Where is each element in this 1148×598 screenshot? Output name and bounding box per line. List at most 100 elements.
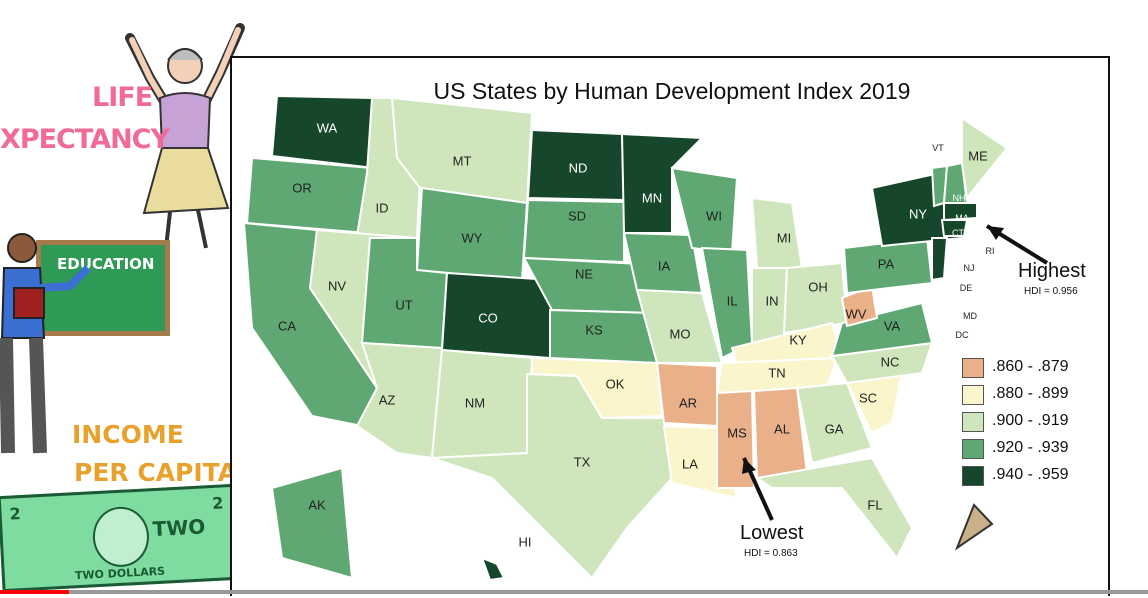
legend-label: .860 - .879 xyxy=(992,358,1069,375)
legend-swatch xyxy=(962,358,984,378)
state-label-nd: ND xyxy=(568,160,588,176)
state-label-al: AL xyxy=(774,421,790,437)
state-GA xyxy=(795,381,874,465)
bill-corner-right: 2 xyxy=(211,493,224,514)
state-label-ks: KS xyxy=(585,322,603,338)
state-label-ak: AK xyxy=(308,497,326,513)
state-label-sc: SC xyxy=(858,390,878,406)
state-label-ca: CA xyxy=(277,318,297,334)
legend-swatch xyxy=(962,385,984,405)
state-MN xyxy=(620,132,705,234)
per-capita-label: PER CAPITA xyxy=(74,458,238,487)
video-progress-track[interactable] xyxy=(0,590,1148,594)
state-label-in: IN xyxy=(765,293,779,309)
state-label-mt: MT xyxy=(452,153,472,169)
state-label-wy: WY xyxy=(461,230,483,246)
state-AR xyxy=(655,361,718,428)
state-label-nm: NM xyxy=(464,395,486,411)
state-label-md: MD xyxy=(963,311,977,321)
state-label-hi: HI xyxy=(518,534,532,550)
state-label-ga: GA xyxy=(824,421,844,437)
legend-swatch xyxy=(962,466,984,486)
state-label-il: IL xyxy=(726,293,738,309)
legend-row: .920 - .939 xyxy=(962,437,1102,461)
state-label-ri: RI xyxy=(985,246,995,256)
state-label-sd: SD xyxy=(567,208,587,224)
state-CT xyxy=(940,219,969,237)
legend-row: .880 - .899 xyxy=(962,383,1102,407)
state-VA xyxy=(830,301,934,358)
state-ME xyxy=(961,116,1009,201)
legend-label: .920 - .939 xyxy=(992,439,1069,456)
portrait-icon xyxy=(91,505,151,569)
state-label-tn: TN xyxy=(768,365,786,381)
legend-swatch xyxy=(962,412,984,432)
bill-two-label: TWO xyxy=(151,514,206,542)
life-expectancy-label: XPECTANCY xyxy=(0,124,170,155)
state-label-va: VA xyxy=(883,318,901,334)
state-OR xyxy=(245,156,374,235)
state-SD xyxy=(522,198,625,264)
state-label-tx: TX xyxy=(573,454,591,470)
state-MA xyxy=(943,202,978,222)
legend-row: .900 - .919 xyxy=(962,410,1102,434)
state-label-nh: NH xyxy=(952,193,966,203)
state-HI xyxy=(480,556,506,582)
state-OH xyxy=(782,261,849,335)
legend-label: .900 - .919 xyxy=(992,412,1069,429)
state-label-ar: AR xyxy=(678,395,698,411)
elderly-woman-illustration xyxy=(125,23,245,249)
state-label-de: DE xyxy=(959,283,973,293)
state-label-wa: WA xyxy=(316,120,338,136)
state-AK xyxy=(270,466,354,580)
state-FL xyxy=(754,456,914,560)
state-label-ma: MA xyxy=(955,213,969,223)
lowest-hdi: HDI = 0.863 xyxy=(744,548,798,559)
state-label-mi: MI xyxy=(776,230,792,246)
state-label-ct: CT xyxy=(952,228,964,238)
highest-hdi: HDI = 0.956 xyxy=(1024,286,1078,297)
state-label-nj: NJ xyxy=(963,263,975,273)
state-label-or: OR xyxy=(292,180,312,196)
state-AZ xyxy=(355,341,444,460)
state-label-wv: WV xyxy=(845,306,867,322)
state-label-wi: WI xyxy=(706,208,722,224)
legend-row: .860 - .879 xyxy=(962,356,1102,380)
state-label-az: AZ xyxy=(378,392,396,408)
state-label-dc: DC xyxy=(955,330,969,340)
state-label-ms: MS xyxy=(727,425,747,441)
legend-row: .940 - .959 xyxy=(962,464,1102,488)
us-map-shapes xyxy=(242,94,1049,582)
state-label-ut: UT xyxy=(395,297,413,313)
state-TX xyxy=(431,372,674,580)
lowest-label: Lowest xyxy=(740,522,804,544)
state-label-id: ID xyxy=(375,200,389,216)
state-label-nv: NV xyxy=(327,278,347,294)
state-label-ne: NE xyxy=(574,266,594,282)
video-progress-fill xyxy=(0,590,69,594)
life-label: LIFE xyxy=(92,82,153,113)
state-label-oh: OH xyxy=(808,279,828,295)
state-label-pa: PA xyxy=(877,256,895,272)
state-label-fl: FL xyxy=(867,497,883,513)
state-label-me: ME xyxy=(968,148,988,164)
state-label-co: CO xyxy=(478,310,498,326)
education-label: EDUCATION xyxy=(57,255,155,273)
state-label-vt: VT xyxy=(932,143,944,153)
bill-corner-left: 2 xyxy=(9,504,22,524)
state-KS xyxy=(549,308,659,365)
state-label-mn: MN xyxy=(641,190,663,206)
state-label-ky: KY xyxy=(789,332,807,348)
state-label-mo: MO xyxy=(669,326,691,342)
bill-dollars-label: TWO DOLLARS xyxy=(74,564,166,583)
state-label-ny: NY xyxy=(908,206,928,222)
compass-arrow-icon xyxy=(954,503,994,551)
state-label-nc: NC xyxy=(880,354,900,370)
legend-label: .880 - .899 xyxy=(992,385,1069,402)
state-label-ok: OK xyxy=(605,376,625,392)
teacher-illustration xyxy=(0,233,91,454)
map-title: US States by Human Development Index 201… xyxy=(433,78,911,104)
hdi-map: US States by Human Development Index 201… xyxy=(230,56,1110,596)
highest-label: Highest xyxy=(1018,260,1086,282)
legend-label: .940 - .959 xyxy=(992,466,1069,483)
